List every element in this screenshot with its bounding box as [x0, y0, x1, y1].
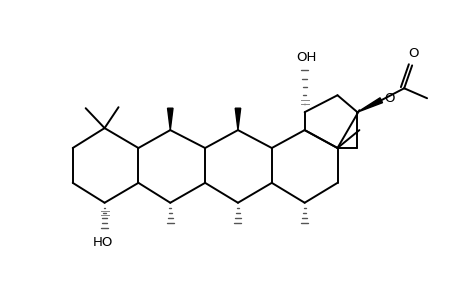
Polygon shape [235, 108, 240, 130]
Polygon shape [357, 98, 382, 112]
Text: OH: OH [296, 51, 316, 64]
Polygon shape [167, 108, 173, 130]
Text: O: O [407, 47, 418, 60]
Text: O: O [383, 92, 394, 105]
Text: HO: HO [92, 236, 112, 249]
